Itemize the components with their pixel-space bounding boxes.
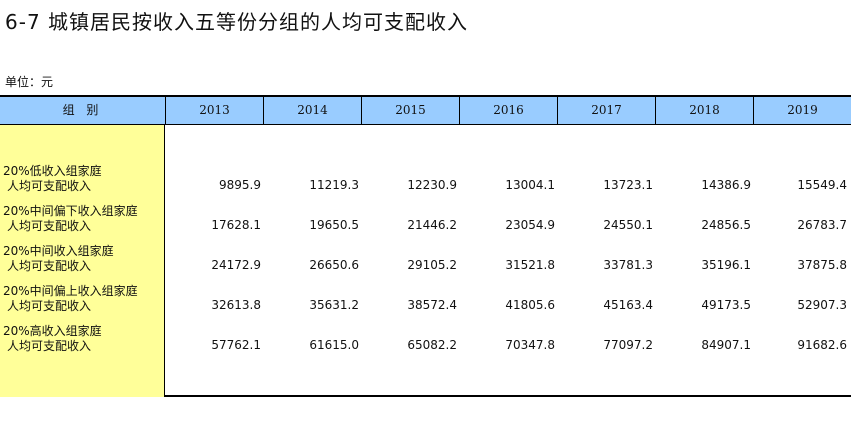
row-label-line2: 人均可支配收入 (7, 259, 92, 273)
cell-value: 35196.1 (701, 258, 751, 272)
header-year-2019: 2019 (753, 97, 851, 124)
cell-value: 70347.8 (505, 338, 555, 352)
cell-value: 13004.1 (505, 178, 555, 192)
cell-value: 26783.7 (797, 218, 847, 232)
cell-value: 17628.1 (211, 218, 261, 232)
cell-value: 24856.5 (701, 218, 751, 232)
row-label: 20%中间偏上收入组家庭 人均可支配收入 (3, 284, 163, 314)
table-row: 20%中间偏上收入组家庭 人均可支配收入 32613.8 35631.2 385… (0, 284, 851, 324)
row-label: 20%中间偏下收入组家庭 人均可支配收入 (3, 204, 163, 234)
row-label-line2: 人均可支配收入 (7, 179, 92, 193)
cell-value: 19650.5 (309, 218, 359, 232)
cell-value: 26650.6 (309, 258, 359, 272)
row-label-line2: 人均可支配收入 (7, 299, 92, 313)
cell-value: 24172.9 (211, 258, 261, 272)
cell-value: 12230.9 (407, 178, 457, 192)
cell-value: 49173.5 (701, 298, 751, 312)
page-title: 6-7 城镇居民按收入五等份分组的人均可支配收入 (5, 10, 469, 34)
cell-value: 33781.3 (603, 258, 653, 272)
row-label: 20%高收入组家庭 人均可支配收入 (3, 324, 163, 354)
cell-value: 29105.2 (407, 258, 457, 272)
cell-value: 37875.8 (797, 258, 847, 272)
header-year-2015: 2015 (361, 97, 459, 124)
cell-value: 52907.3 (797, 298, 847, 312)
cell-value: 57762.1 (211, 338, 261, 352)
cell-value: 65082.2 (407, 338, 457, 352)
cell-value: 77097.2 (603, 338, 653, 352)
cell-value: 21446.2 (407, 218, 457, 232)
table-row: 20%高收入组家庭 人均可支配收入 57762.1 61615.0 65082.… (0, 324, 851, 364)
cell-value: 15549.4 (797, 178, 847, 192)
unit-label: 单位：元 (5, 75, 54, 89)
row-label: 20%中间收入组家庭 人均可支配收入 (3, 244, 163, 274)
cell-value: 41805.6 (505, 298, 555, 312)
cell-value: 45163.4 (603, 298, 653, 312)
header-year-2013: 2013 (165, 97, 263, 124)
row-label-line1: 20%中间偏下收入组家庭 (3, 204, 138, 218)
cell-value: 23054.9 (505, 218, 555, 232)
row-label-line2: 人均可支配收入 (7, 339, 92, 353)
header-year-2014: 2014 (263, 97, 361, 124)
cell-value: 61615.0 (309, 338, 359, 352)
table-row: 20%中间偏下收入组家庭 人均可支配收入 17628.1 19650.5 214… (0, 204, 851, 244)
cell-value: 84907.1 (701, 338, 751, 352)
header-year-2018: 2018 (655, 97, 753, 124)
data-table: 组 别 2013 2014 2015 2016 2017 2018 2019 2… (0, 95, 851, 397)
header-group-label: 组 别 (62, 103, 103, 117)
header-year-2016: 2016 (459, 97, 557, 124)
group-label-column (0, 125, 165, 397)
table-row: 20%低收入组家庭 人均可支配收入 9895.9 11219.3 12230.9… (0, 164, 851, 204)
cell-value: 91682.6 (797, 338, 847, 352)
cell-value: 35631.2 (309, 298, 359, 312)
row-label-line1: 20%中间收入组家庭 (3, 244, 114, 258)
cell-value: 11219.3 (309, 178, 359, 192)
header-year-2017: 2017 (557, 97, 655, 124)
cell-value: 38572.4 (407, 298, 457, 312)
cell-value: 32613.8 (211, 298, 261, 312)
cell-value: 14386.9 (701, 178, 751, 192)
row-label-line2: 人均可支配收入 (7, 219, 92, 233)
cell-value: 13723.1 (603, 178, 653, 192)
cell-value: 24550.1 (603, 218, 653, 232)
row-label-line1: 20%低收入组家庭 (3, 164, 102, 178)
row-label-line1: 20%高收入组家庭 (3, 324, 102, 338)
table-header-row: 组 别 2013 2014 2015 2016 2017 2018 2019 (0, 97, 851, 125)
cell-value: 9895.9 (219, 178, 261, 192)
row-label-line1: 20%中间偏上收入组家庭 (3, 284, 138, 298)
cell-value: 31521.8 (505, 258, 555, 272)
table-row: 20%中间收入组家庭 人均可支配收入 24172.9 26650.6 29105… (0, 244, 851, 284)
row-label: 20%低收入组家庭 人均可支配收入 (3, 164, 163, 194)
